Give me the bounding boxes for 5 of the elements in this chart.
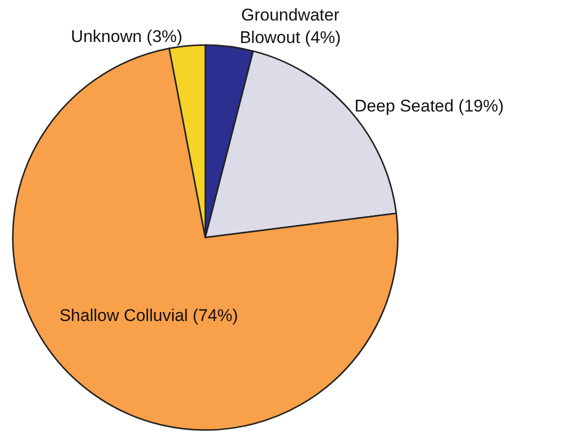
- slice-label: Shallow Colluvial (74%): [59, 306, 238, 325]
- slice-label: Deep Seated (19%): [354, 96, 504, 116]
- slice-label: Unknown (3%): [70, 26, 182, 46]
- slice-label: Groundwater Blowout (4%): [240, 6, 341, 47]
- pie-slice: [12, 48, 399, 431]
